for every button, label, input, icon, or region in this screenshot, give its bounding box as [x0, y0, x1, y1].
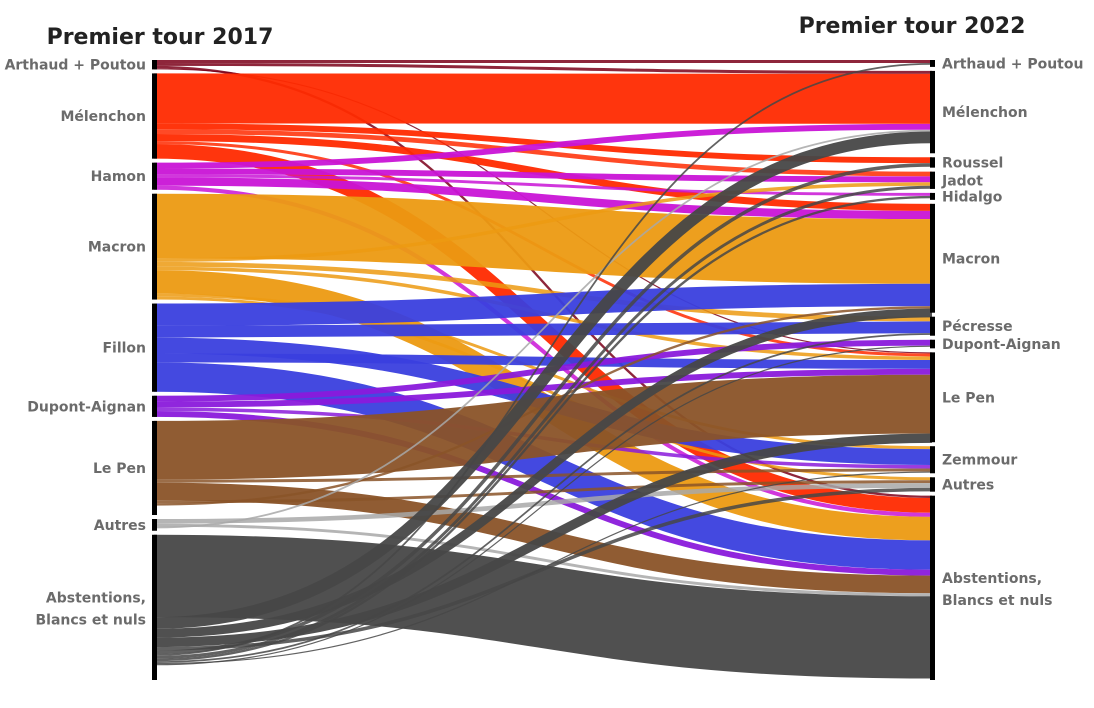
- flow-macron-to-jadot: [153, 182, 933, 262]
- flow-abstentions--to-dupont-aignan: [153, 345, 933, 666]
- node-label2-right-11: Blancs et nuls: [942, 593, 1053, 609]
- node-label-right-11: Abstentions,: [942, 571, 1042, 587]
- node-label-left-0: Arthaud + Poutou: [5, 58, 146, 74]
- node-label-left-4: Fillon: [102, 341, 146, 357]
- title-2017: Premier tour 2017: [47, 25, 274, 50]
- flow-abstentions--to-hidalgo: [153, 195, 933, 662]
- node-label-right-7: Dupont-Aignan: [942, 337, 1061, 353]
- flow-macron-to-macron: [153, 193, 933, 284]
- node-label-right-0: Arthaud + Poutou: [942, 56, 1083, 72]
- node-bar-left-8: [152, 534, 157, 680]
- flow-abstentions--to-roussel: [153, 163, 933, 655]
- flow-abstentions--to-autres: [153, 487, 933, 651]
- flow-m-lenchon-to-macron: [153, 133, 933, 211]
- flow-abstentions--to-arthaud-poutou: [153, 62, 933, 656]
- node-bar-right-5: [930, 203, 935, 313]
- node-bar-right-4: [930, 192, 935, 200]
- node-label-right-9: Zemmour: [942, 453, 1017, 469]
- node-bar-right-7: [930, 339, 935, 349]
- node-bars-layer: [152, 60, 935, 680]
- node-label-right-2: Roussel: [942, 155, 1003, 171]
- flow-fillon-to-abstentions-: [153, 362, 933, 570]
- node-bar-left-4: [152, 303, 157, 392]
- node-label-left-7: Autres: [94, 518, 146, 534]
- node-bar-left-5: [152, 395, 157, 417]
- node-label-left-3: Macron: [88, 240, 146, 256]
- node-bar-left-1: [152, 73, 157, 159]
- node-bar-right-6: [930, 316, 935, 336]
- flow-m-lenchon-to-jadot: [153, 129, 933, 177]
- node-bar-right-8: [930, 352, 935, 443]
- node-bar-right-10: [930, 477, 935, 492]
- flow-abstentions--to-zemmour: [153, 471, 933, 665]
- labels-layer: Arthaud + Poutou Mélenchon Hamon Macron Fill…: [5, 56, 1084, 628]
- node-label-right-1: Mélenchon: [942, 105, 1028, 121]
- node-label-right-6: Pécresse: [942, 319, 1013, 335]
- flow-macron-to-p-cresse: [153, 261, 933, 322]
- flow-abstentions--to-macron: [153, 308, 933, 638]
- flow-abstentions--to-p-cresse: [153, 333, 933, 663]
- node-bar-left-2: [152, 162, 157, 190]
- flows-layer: [153, 59, 933, 679]
- node-bar-right-11: [930, 495, 935, 680]
- node-bar-left-0: [152, 60, 157, 70]
- flow-hamon-to-jadot: [153, 168, 933, 183]
- node-label-left-2: Hamon: [91, 169, 146, 185]
- flow-abstentions--to-m-lenchon: [153, 131, 933, 629]
- node-bar-left-3: [152, 193, 157, 300]
- node-label2-left-8: Blancs et nuls: [35, 612, 146, 628]
- flow-arthaud-poutou-to-m-lenchon: [153, 62, 933, 74]
- flow-autres-to-m-lenchon: [153, 129, 933, 529]
- node-bar-right-2: [930, 157, 935, 168]
- node-label-right-4: Hidalgo: [942, 189, 1003, 205]
- node-bar-left-7: [152, 519, 157, 531]
- title-2022: Premier tour 2022: [799, 14, 1026, 39]
- flow-dupont-aignan-to-dupont-aignan: [153, 339, 933, 402]
- flow-autres-to-autres: [153, 483, 933, 524]
- node-bar-right-0: [930, 60, 935, 67]
- node-label-left-8: Abstentions,: [46, 590, 146, 606]
- node-label-right-10: Autres: [942, 477, 994, 493]
- node-bar-right-3: [930, 171, 935, 189]
- node-label-left-5: Dupont-Aignan: [27, 399, 146, 415]
- flow-fillon-to-macron: [153, 283, 933, 326]
- flow-hamon-to-m-lenchon: [153, 123, 933, 169]
- flow-autres-to-abstentions-: [153, 523, 933, 597]
- node-bar-right-1: [930, 70, 935, 154]
- node-label-right-3: Jadot: [941, 173, 983, 189]
- flow-abstentions--to-jadot: [153, 185, 933, 659]
- node-label-left-6: Le Pen: [93, 461, 146, 477]
- node-bar-left-6: [152, 420, 157, 516]
- node-label-left-1: Mélenchon: [60, 109, 146, 125]
- node-label-right-8: Le Pen: [942, 390, 995, 406]
- node-label-right-5: Macron: [942, 251, 1000, 267]
- flow-abstentions--to-abstentions-: [153, 534, 933, 679]
- node-bar-right-9: [930, 446, 935, 474]
